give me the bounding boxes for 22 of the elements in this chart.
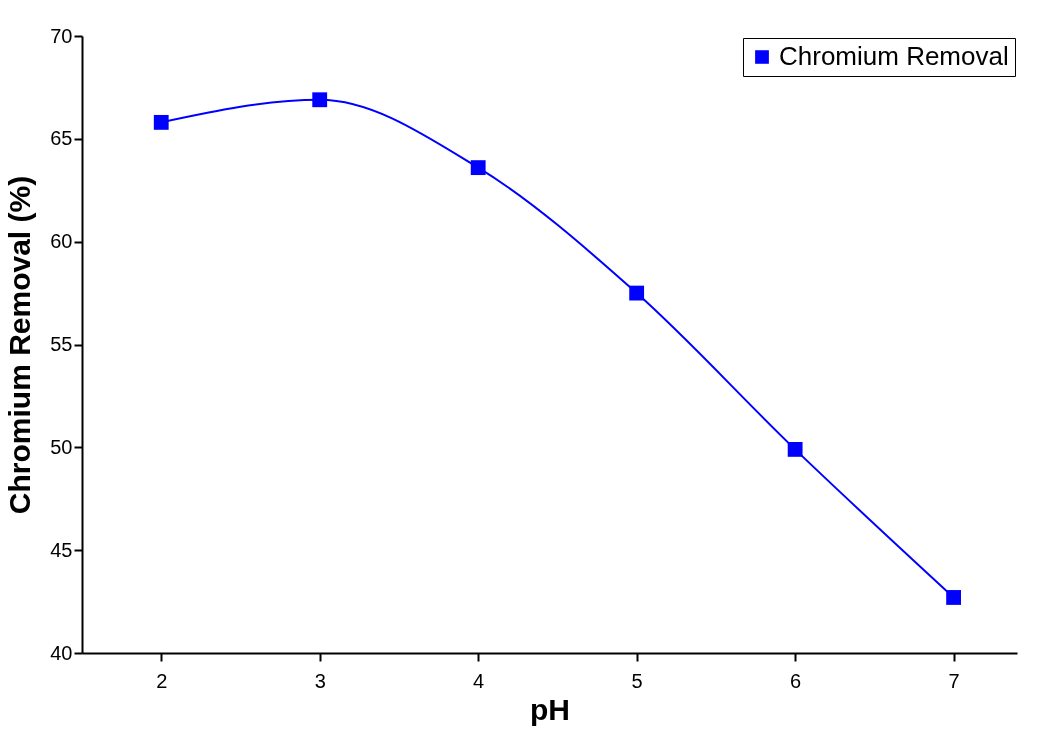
y-tick-label: 70 [50, 24, 73, 47]
point [629, 285, 645, 301]
x-axis-title: pH [530, 692, 570, 726]
x-tick-label: 3 [314, 669, 326, 692]
x-tick-label: 6 [790, 669, 802, 692]
point [470, 160, 486, 176]
x-tick-label: 5 [631, 669, 643, 692]
y-axis-title: Chromium Removal (%) [3, 175, 37, 515]
point [787, 441, 803, 457]
legend-label: Chromium Removal [779, 41, 1009, 71]
point [153, 114, 169, 130]
y-tick-label: 65 [50, 127, 73, 150]
x-tick-label: 7 [948, 669, 960, 692]
x-tick-label: 4 [473, 669, 485, 692]
point [946, 590, 962, 605]
y-tick-label: 60 [50, 230, 73, 253]
y-tick-label: 40 [50, 641, 73, 664]
point [312, 92, 328, 108]
x-tick-label: 2 [156, 669, 168, 692]
y-tick-label: 45 [50, 538, 73, 561]
y-tick-label: 55 [50, 333, 73, 355]
y-tick-label: 50 [50, 435, 73, 458]
